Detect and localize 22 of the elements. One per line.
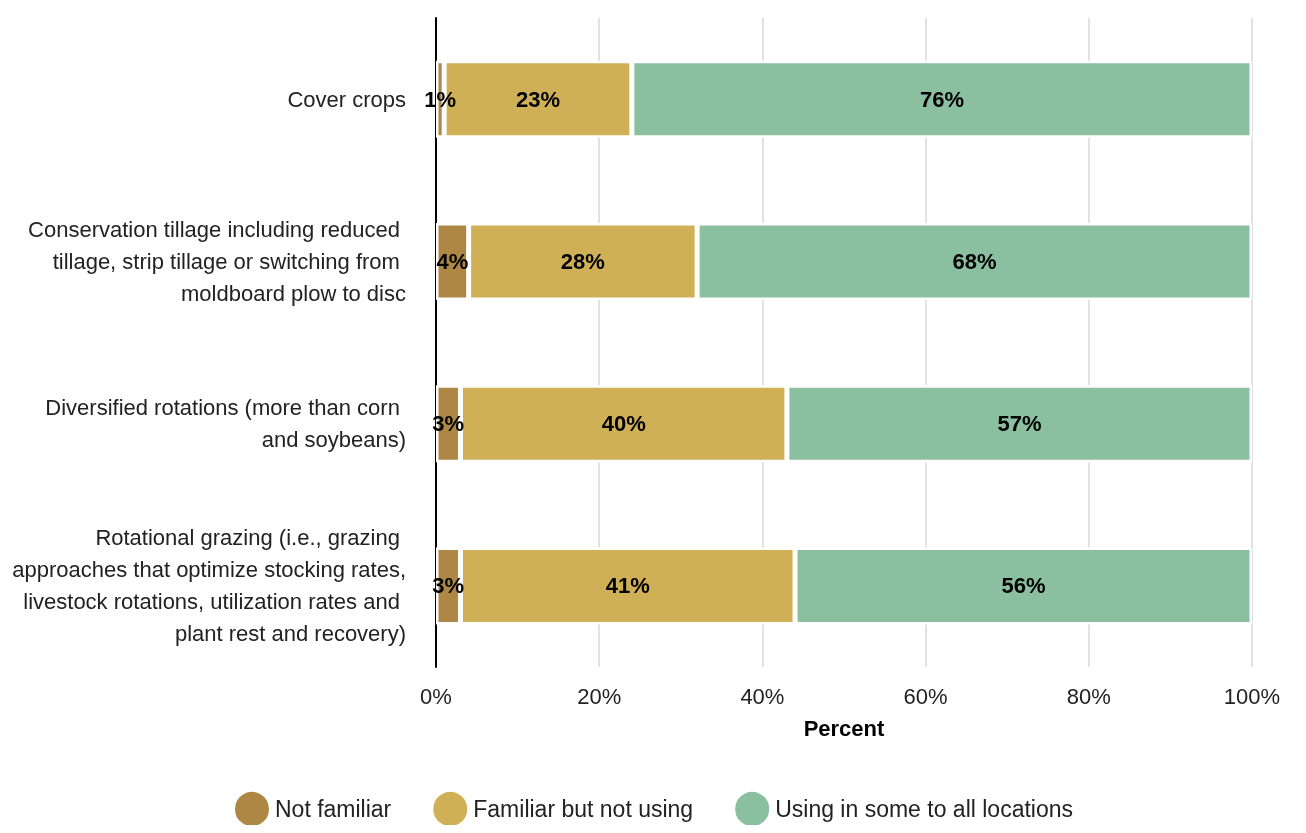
data-label: 28%	[560, 248, 605, 274]
x-tick-label: 40%	[740, 683, 785, 709]
x-tick-label: 80%	[1066, 683, 1111, 709]
legend-label: Using in some to all locations	[775, 796, 1074, 822]
data-label: 68%	[952, 248, 997, 274]
data-label: 23%	[515, 86, 561, 112]
data-label: 76%	[919, 86, 964, 112]
data-label: 57%	[997, 411, 1042, 437]
y-tick-label: Cover crops	[287, 86, 406, 112]
x-tick-label: 20%	[577, 683, 622, 709]
data-label: 40%	[601, 411, 646, 437]
x-axis-title: Percent	[803, 715, 886, 741]
y-tick-label: Conservation tillage including reduced tillage, strip tillage or switching from moldboard plow to disc	[28, 216, 406, 306]
x-tick-label: 60%	[903, 683, 948, 709]
legend-label: Familiar but not using	[473, 796, 694, 822]
x-tick-label: 0%	[420, 683, 452, 709]
data-label: 41%	[605, 573, 650, 599]
data-label: 56%	[1001, 573, 1046, 599]
legend-label: Not familiar	[274, 796, 392, 822]
x-tick-label: 100%	[1223, 683, 1281, 709]
y-tick-label: Diversified rotations (more than corn and soybeans)	[45, 395, 406, 453]
y-tick-label: Rotational grazing (i.e., grazing approaches that optimize stocking rates, livestock rotations, utilization rates and plant rest and recovery)	[12, 525, 406, 647]
